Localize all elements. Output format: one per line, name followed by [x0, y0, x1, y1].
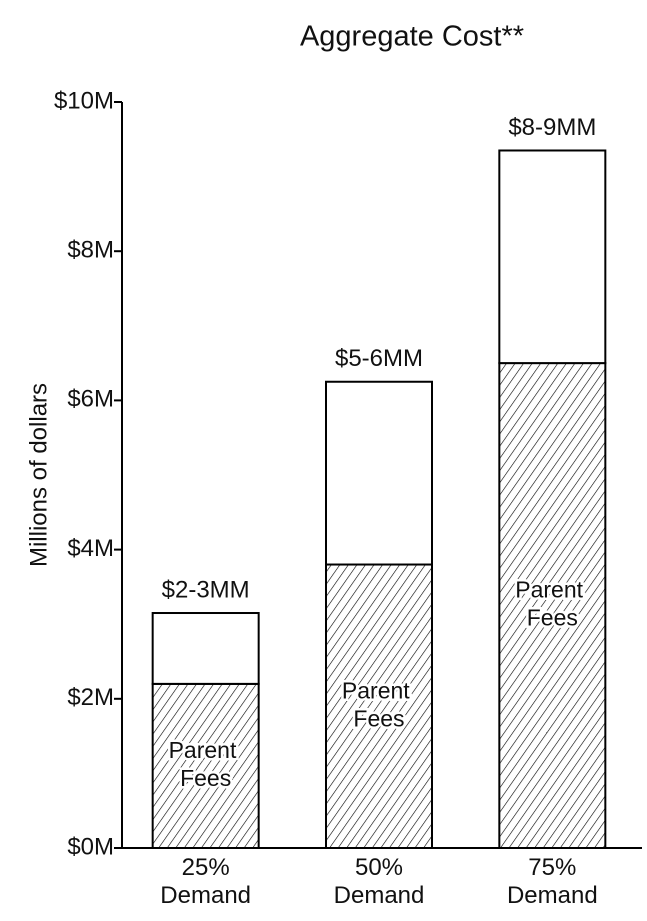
y-tick-label: $0M [67, 833, 114, 860]
y-tick-label: $4M [67, 535, 114, 562]
y-tick-label: $10M [54, 87, 114, 114]
bar-segment [325, 380, 433, 566]
bar-segment [151, 682, 260, 849]
bar-segment [325, 563, 433, 850]
segment-label: Parent Fees [515, 577, 589, 631]
x-tick-label: 75% Demand [506, 854, 598, 909]
y-tick-label: $8M [67, 237, 114, 264]
bar-segment [498, 362, 607, 849]
y-axis-label: Millions of dollars [25, 383, 52, 567]
y-tick-label: $2M [67, 684, 114, 711]
bar-label: $2-3MM [162, 576, 250, 603]
segment-label: Parent Fees [169, 737, 243, 791]
bar-segment [151, 612, 260, 685]
chart-title: Aggregate Cost** [300, 21, 524, 53]
bar-label: $8-9MM [508, 114, 596, 141]
x-tick-label: 25% Demand [160, 854, 252, 909]
y-tick-label: $6M [67, 386, 114, 413]
bar-label: $5-6MM [335, 345, 423, 372]
bar-segment [498, 149, 607, 365]
x-tick-label: 50% Demand [333, 854, 425, 909]
segment-label: Parent Fees [342, 677, 416, 731]
